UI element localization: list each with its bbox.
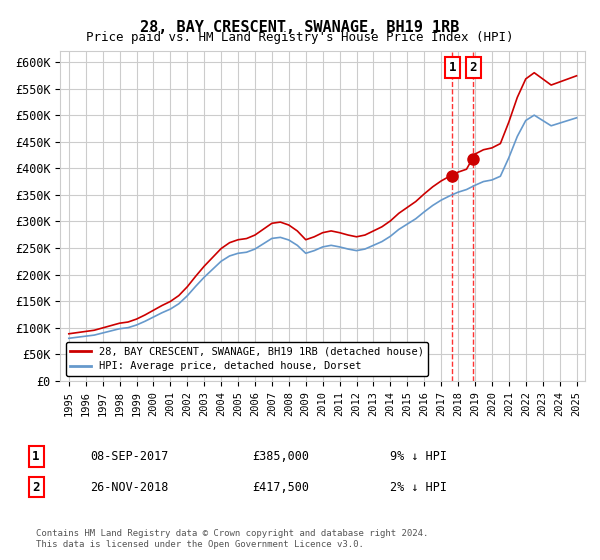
Text: 2: 2 [32, 480, 40, 494]
Text: £417,500: £417,500 [252, 480, 309, 494]
Text: Price paid vs. HM Land Registry's House Price Index (HPI): Price paid vs. HM Land Registry's House … [86, 31, 514, 44]
Legend: 28, BAY CRESCENT, SWANAGE, BH19 1RB (detached house), HPI: Average price, detach: 28, BAY CRESCENT, SWANAGE, BH19 1RB (det… [65, 342, 428, 376]
Text: 26-NOV-2018: 26-NOV-2018 [90, 480, 169, 494]
Text: Contains HM Land Registry data © Crown copyright and database right 2024.
This d: Contains HM Land Registry data © Crown c… [36, 529, 428, 549]
Text: £385,000: £385,000 [252, 450, 309, 463]
Text: 9% ↓ HPI: 9% ↓ HPI [390, 450, 447, 463]
Text: 2% ↓ HPI: 2% ↓ HPI [390, 480, 447, 494]
Text: 1: 1 [32, 450, 40, 463]
Text: 28, BAY CRESCENT, SWANAGE, BH19 1RB: 28, BAY CRESCENT, SWANAGE, BH19 1RB [140, 20, 460, 35]
Text: 08-SEP-2017: 08-SEP-2017 [90, 450, 169, 463]
Text: 2: 2 [470, 61, 477, 74]
Text: 1: 1 [449, 61, 456, 74]
